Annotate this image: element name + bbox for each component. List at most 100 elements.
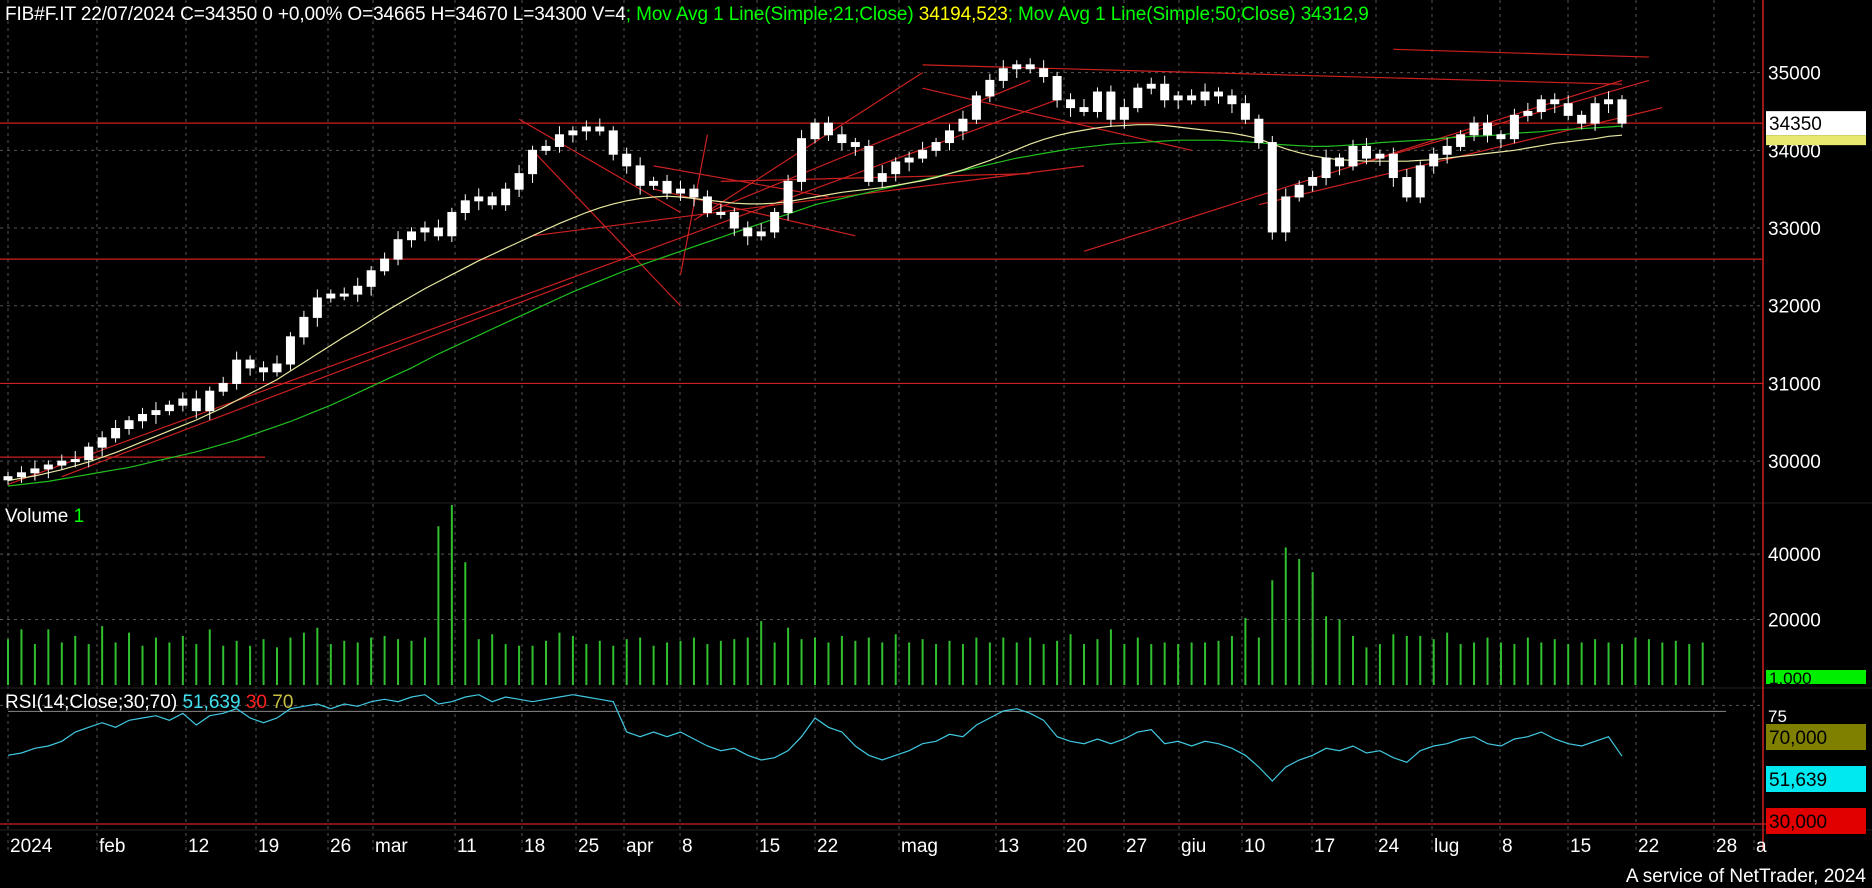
chart-grid [0, 0, 1872, 850]
rsi-line [7, 694, 1623, 782]
candle-body [1402, 177, 1412, 198]
candle-body [676, 188, 685, 194]
candle-body [1294, 184, 1304, 198]
x-tick-label: 24 [1378, 836, 1400, 857]
rsi-high-box [1766, 724, 1866, 750]
ma50-legend-value: 34312,9 [1300, 4, 1369, 25]
x-tick-label: 8 [1502, 836, 1513, 857]
candle-body [689, 188, 699, 198]
candle-body [541, 145, 551, 151]
ma21-legend-label: ; Mov Avg 1 Line(Simple;21;Close) [625, 4, 914, 25]
rsi-low-box [1766, 808, 1866, 834]
trendlines [0, 48, 1763, 486]
last-price-label: 34350 [1769, 114, 1822, 135]
price-tick-label: 32000 [1768, 297, 1821, 318]
candle-body [1052, 76, 1062, 101]
ma21-legend-value: 34194,523 [918, 4, 1008, 25]
volume-series [7, 505, 1704, 685]
candle-body [1039, 68, 1049, 78]
candle-body [124, 420, 134, 430]
x-tick-label: 11 [457, 836, 477, 857]
volume-header: Volume 1 [5, 506, 84, 528]
rsi-high-box-label: 70,000 [1769, 728, 1827, 749]
ma21-axis-box [1766, 135, 1866, 146]
rsi-header: RSI(14;Close;30;70) 51,639 30 70 [5, 692, 293, 714]
x-tick-label: 22 [1638, 836, 1659, 857]
candle-body [608, 130, 618, 155]
candle-body [891, 161, 901, 175]
candle-body [743, 227, 753, 237]
candle-body [756, 231, 766, 237]
rsi-high: 70 [272, 692, 294, 713]
candle-body [810, 122, 820, 140]
candle-body [1536, 99, 1546, 112]
x-tick-label: feb [99, 836, 125, 857]
candle-body [1577, 114, 1587, 124]
candle-body [649, 180, 659, 186]
candle-body [218, 382, 228, 392]
candle-body [971, 95, 981, 120]
candle-body [1429, 153, 1439, 167]
candle-body [1025, 64, 1035, 70]
candle-body [299, 316, 309, 338]
candle-body [837, 134, 847, 144]
candle-body [1335, 157, 1345, 167]
x-tick-label: 2024 [10, 836, 53, 857]
candle-body [514, 173, 524, 190]
candle-body [16, 472, 26, 478]
candle-body [985, 79, 995, 97]
x-tick-label: 20 [1066, 836, 1087, 857]
candle-body [1308, 177, 1318, 186]
candle-body [1348, 145, 1358, 167]
candle-body [460, 200, 470, 213]
candle-body [904, 157, 914, 163]
candle-body [1012, 64, 1022, 70]
x-tick-label: 22 [817, 836, 838, 857]
rsi-label: RSI(14;Close;30;70) [5, 692, 178, 713]
trend-line [653, 188, 856, 237]
x-tick-label: mag [901, 836, 938, 857]
candle-body [3, 476, 13, 481]
price-tick-label: 33000 [1768, 219, 1821, 240]
price-tick-label: 34000 [1768, 141, 1821, 162]
volume-value: 1 [73, 506, 85, 527]
trend-line [532, 149, 681, 307]
candle-body [595, 126, 605, 132]
x-tick-label: lug [1434, 836, 1459, 857]
candle-body [1469, 122, 1479, 136]
footer-credit: A service of NetTrader, 2024 [1625, 866, 1866, 887]
candle-body [1187, 95, 1197, 101]
candle-body [70, 459, 80, 463]
x-tick-label: 15 [759, 836, 780, 857]
candle-body [393, 239, 403, 260]
candle-body [1146, 83, 1156, 89]
trend-line [922, 64, 1623, 85]
volume-tick-label: 40000 [1768, 545, 1821, 566]
candle-body [191, 398, 201, 412]
candle-body [97, 437, 107, 448]
price-tick-label: 31000 [1768, 374, 1821, 395]
candle-body [339, 293, 349, 297]
candle-body [1066, 99, 1076, 109]
candle-body [568, 130, 578, 136]
candle-body [783, 180, 793, 213]
candle-body [380, 258, 390, 272]
x-tick-label: 19 [258, 836, 279, 857]
rsi-tick-label: 75 [1768, 707, 1787, 726]
x-tick-label: apr [626, 836, 654, 857]
x-tick-label: 17 [1314, 836, 1335, 857]
trend-line [922, 87, 1192, 151]
candle-body [1483, 122, 1492, 136]
candle-body [1200, 91, 1210, 101]
candle-body [1509, 114, 1519, 140]
x-tick-label: 13 [998, 836, 1019, 857]
candle-body [1119, 107, 1129, 120]
candle-body [259, 367, 269, 373]
volume-label: Volume [5, 506, 69, 527]
candle-body [1214, 91, 1223, 97]
candle-body [1133, 87, 1143, 109]
candle-body [635, 165, 645, 186]
candle-body [702, 196, 712, 213]
candle-body [407, 231, 416, 241]
